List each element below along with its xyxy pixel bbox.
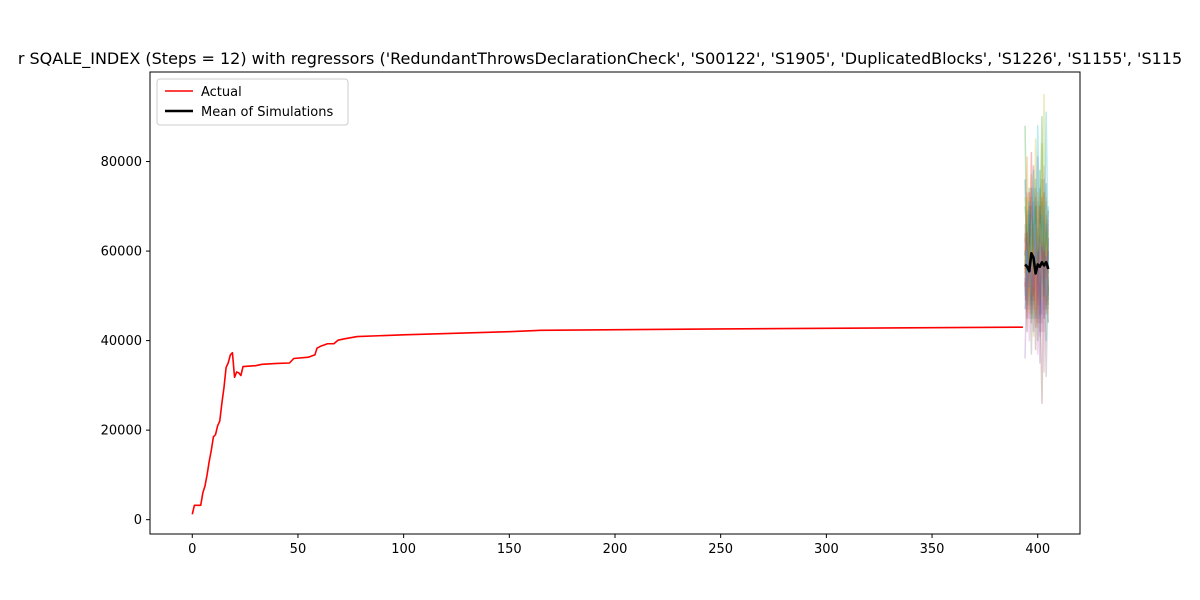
simulation-path: [1024, 178, 1050, 324]
x-tick-label: 400: [1025, 542, 1050, 557]
simulation-path: [1024, 236, 1050, 364]
simulation-path: [1024, 179, 1050, 319]
simulation-path: [1024, 223, 1050, 373]
simulation-path: [1024, 93, 1050, 275]
simulation-path: [1024, 178, 1050, 324]
chart-title: r SQALE_INDEX (Steps = 12) with regresso…: [18, 49, 1182, 69]
series-line-actual: [191, 326, 1023, 515]
simulation-path: [1024, 165, 1050, 337]
y-tick-label: 40000: [101, 334, 142, 349]
simulation-path: [1024, 205, 1050, 297]
simulation-path: [1024, 156, 1050, 315]
simulation-path: [1024, 223, 1050, 378]
simulation-path: [1024, 201, 1050, 306]
simulation-path: [1024, 156, 1050, 333]
plot-area-frame: [149, 71, 1081, 535]
simulation-path: [1024, 187, 1050, 328]
y-tick-label: 60000: [101, 245, 142, 260]
simulation-path: [1024, 183, 1050, 315]
x-tick-label: 100: [391, 542, 416, 557]
x-tick-label: 200: [603, 542, 628, 557]
legend: Actual Mean of Simulations: [156, 78, 349, 126]
y-tick-label: 80000: [101, 155, 142, 170]
series-lines: [191, 252, 1050, 515]
y-tick-label: 20000: [101, 424, 142, 439]
simulation-paths: [1024, 93, 1050, 405]
x-tick-label: 350: [920, 542, 945, 557]
y-axis: 0 20000 40000 60000 80000: [101, 155, 150, 528]
x-tick-label: 50: [290, 542, 307, 557]
simulation-path: [1024, 165, 1050, 315]
simulation-path: [1024, 201, 1050, 319]
simulation-path: [1024, 178, 1050, 324]
legend-label-actual: Actual: [201, 85, 242, 100]
simulation-path: [1024, 169, 1050, 342]
legend-box: [156, 78, 349, 126]
x-tick-label: 300: [814, 542, 839, 557]
x-axis: 0 50 100 150 200 250 300 350 400: [188, 534, 1050, 557]
x-tick-label: 0: [188, 542, 196, 557]
simulation-path: [1024, 223, 1050, 405]
simulation-path: [1024, 192, 1050, 319]
y-tick-label: 0: [134, 513, 142, 528]
x-tick-label: 150: [497, 542, 522, 557]
legend-label-mean-of-simulations: Mean of Simulations: [201, 105, 333, 120]
simulation-path: [1024, 116, 1050, 319]
series-line-mean-of-simulations: [1024, 252, 1050, 275]
x-tick-label: 250: [708, 542, 733, 557]
simulation-path: [1024, 187, 1050, 306]
simulation-path: [1024, 142, 1050, 337]
simulation-path: [1024, 111, 1050, 275]
